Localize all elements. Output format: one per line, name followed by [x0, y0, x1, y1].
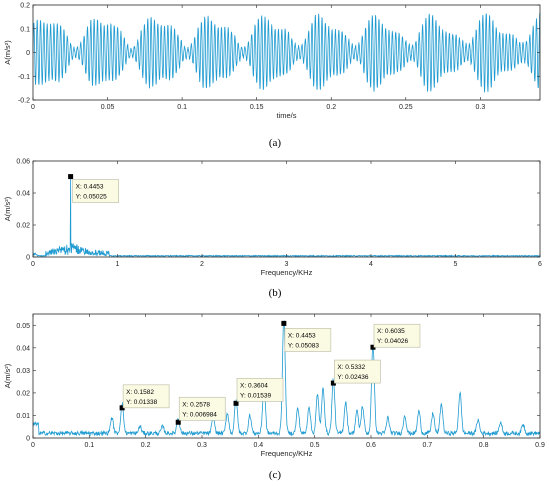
datatip-c[interactable]: X: 0.2578 Y: 0.006984	[178, 396, 226, 421]
datatip-c[interactable]: X: 0.6035 Y: 0.04026	[373, 323, 421, 348]
x-axis-label-a: time/s	[276, 111, 296, 120]
x-tick-label-c: 0.3	[197, 442, 207, 449]
y-tick-label-c: 0.05	[16, 323, 30, 330]
x-tick-label-a: 0.25	[399, 104, 413, 111]
y-tick-label-c: 0.04	[16, 345, 30, 352]
caption-b: (b)	[269, 287, 282, 299]
y-tick-label-b: 0	[26, 255, 30, 262]
y-axis-label-b: A(m/s²)	[3, 196, 12, 221]
x-tick-label-a: 0.2	[326, 104, 336, 111]
y-tick-label-a: 0.1	[20, 26, 30, 33]
chart-a: 0 0.05 0.1 0.15 0.2 0.25 0.3 -0.2 -0.1 0 0.1 0.2 tim…	[3, 3, 541, 149]
y-tick-label-a: -0.1	[18, 74, 30, 81]
x-tick-label-b: 1	[116, 261, 120, 268]
y-tick-label-a: 0	[26, 50, 30, 57]
x-tick-label-c: 0.8	[479, 442, 489, 449]
x-tick-label-c: 0.6	[366, 442, 376, 449]
x-tick-label-c: 0.4	[253, 442, 263, 449]
x-tick-label-c: 0.1	[84, 442, 94, 449]
x-tick-label-b: 3	[285, 261, 289, 268]
y-axis-label-a: A(m/s²)	[3, 40, 12, 65]
x-tick-label-b: 5	[454, 261, 458, 268]
x-tick-label-c: 0.2	[141, 442, 151, 449]
datatip-b[interactable]: X: 0.4453 Y: 0.05025	[72, 179, 119, 203]
x-tick-label-a: 0	[31, 104, 35, 111]
x-tick-label-c: 0.7	[422, 442, 432, 449]
series-line-a	[32, 12, 541, 93]
datatip-c[interactable]: X: 0.5332 Y: 0.02436	[334, 359, 381, 384]
chart-c: 0 0.1 0.2 0.3 0.4 0.5 0.6 0.7 0.8 0.9 0 0.01 0.02 0.0…	[3, 313, 545, 481]
y-tick-label-c: 0.02	[16, 390, 30, 397]
y-axis-label-c: A(m/s²)	[3, 363, 12, 388]
datatip-x-c: X: 0.5332	[337, 364, 365, 371]
x-axis-label-c: Frequency/KHz	[261, 449, 313, 458]
peak-marker-c[interactable]	[175, 419, 181, 425]
x-tick-label-a: 0.3	[475, 104, 485, 111]
peak-marker-c[interactable]	[330, 380, 336, 386]
y-tick-label-b: 0.02	[16, 223, 30, 230]
x-tick-label-c: 0.9	[535, 442, 545, 449]
x-tick-label-c: 0	[31, 442, 35, 449]
x-tick-label-b: 2	[200, 261, 204, 268]
datatip-y-c: Y: 0.01338	[126, 399, 157, 406]
x-tick-label-b: 4	[369, 261, 373, 268]
datatip-c[interactable]: X: 0.4453 Y: 0.05083	[284, 328, 332, 352]
series-line-c	[32, 320, 541, 437]
x-tick-label-a: 0.05	[101, 104, 115, 111]
peak-marker-c[interactable]	[119, 405, 125, 411]
plot-frame-c	[32, 313, 541, 439]
plot-frame-b	[32, 160, 541, 258]
y-tick-label-a: 0.2	[20, 3, 30, 10]
datatip-x-c: X: 0.4453	[288, 332, 316, 339]
y-tick-label-a: -0.2	[18, 98, 30, 105]
datatip-c[interactable]: X: 0.3604 Y: 0.01539	[236, 378, 284, 402]
x-tick-label-a: 0.1	[177, 104, 187, 111]
datatip-y-c: Y: 0.05083	[288, 342, 319, 349]
y-tick-label-c: 0	[26, 436, 30, 443]
x-tick-label-c: 0.5	[310, 442, 320, 449]
x-tick-label-b: 0	[31, 261, 35, 268]
datatip-x-c: X: 0.1582	[126, 389, 154, 396]
x-tick-label-a: 0.15	[250, 104, 264, 111]
datatip-c[interactable]: X: 0.1582 Y: 0.01338	[122, 384, 170, 409]
datatip-y-c: Y: 0.01539	[240, 392, 271, 399]
chart-b: 0 1 2 3 4 5 6 0 0.02 0.04 0.06 Frequency/KHz A(m/s²)…	[3, 159, 542, 300]
y-tick-label-c: 0.03	[16, 368, 30, 375]
y-tick-label-b: 0.04	[16, 191, 30, 198]
datatip-x-c: X: 0.3604	[240, 382, 268, 389]
datatip-y-c: Y: 0.006984	[182, 411, 217, 418]
caption-a: (a)	[269, 137, 282, 149]
datatip-x-b: X: 0.4453	[76, 184, 104, 191]
datatip-x-c: X: 0.2578	[182, 401, 210, 408]
datatip-y-c: Y: 0.04026	[377, 338, 408, 345]
caption-c: (c)	[269, 469, 282, 481]
peak-marker-c[interactable]	[370, 344, 376, 350]
datatip-y-c: Y: 0.02436	[337, 374, 368, 381]
peak-marker-c[interactable]	[233, 400, 239, 406]
datatip-y-b: Y: 0.05025	[76, 194, 107, 201]
y-tick-label-b: 0.06	[16, 159, 30, 166]
x-tick-label-b: 6	[538, 261, 542, 268]
peak-marker-b[interactable]	[68, 174, 74, 180]
x-axis-label-b: Frequency/KHz	[261, 268, 313, 277]
peak-marker-c[interactable]	[281, 320, 287, 326]
y-tick-label-c: 0.01	[16, 413, 30, 420]
datatip-x-c: X: 0.6035	[377, 328, 405, 335]
